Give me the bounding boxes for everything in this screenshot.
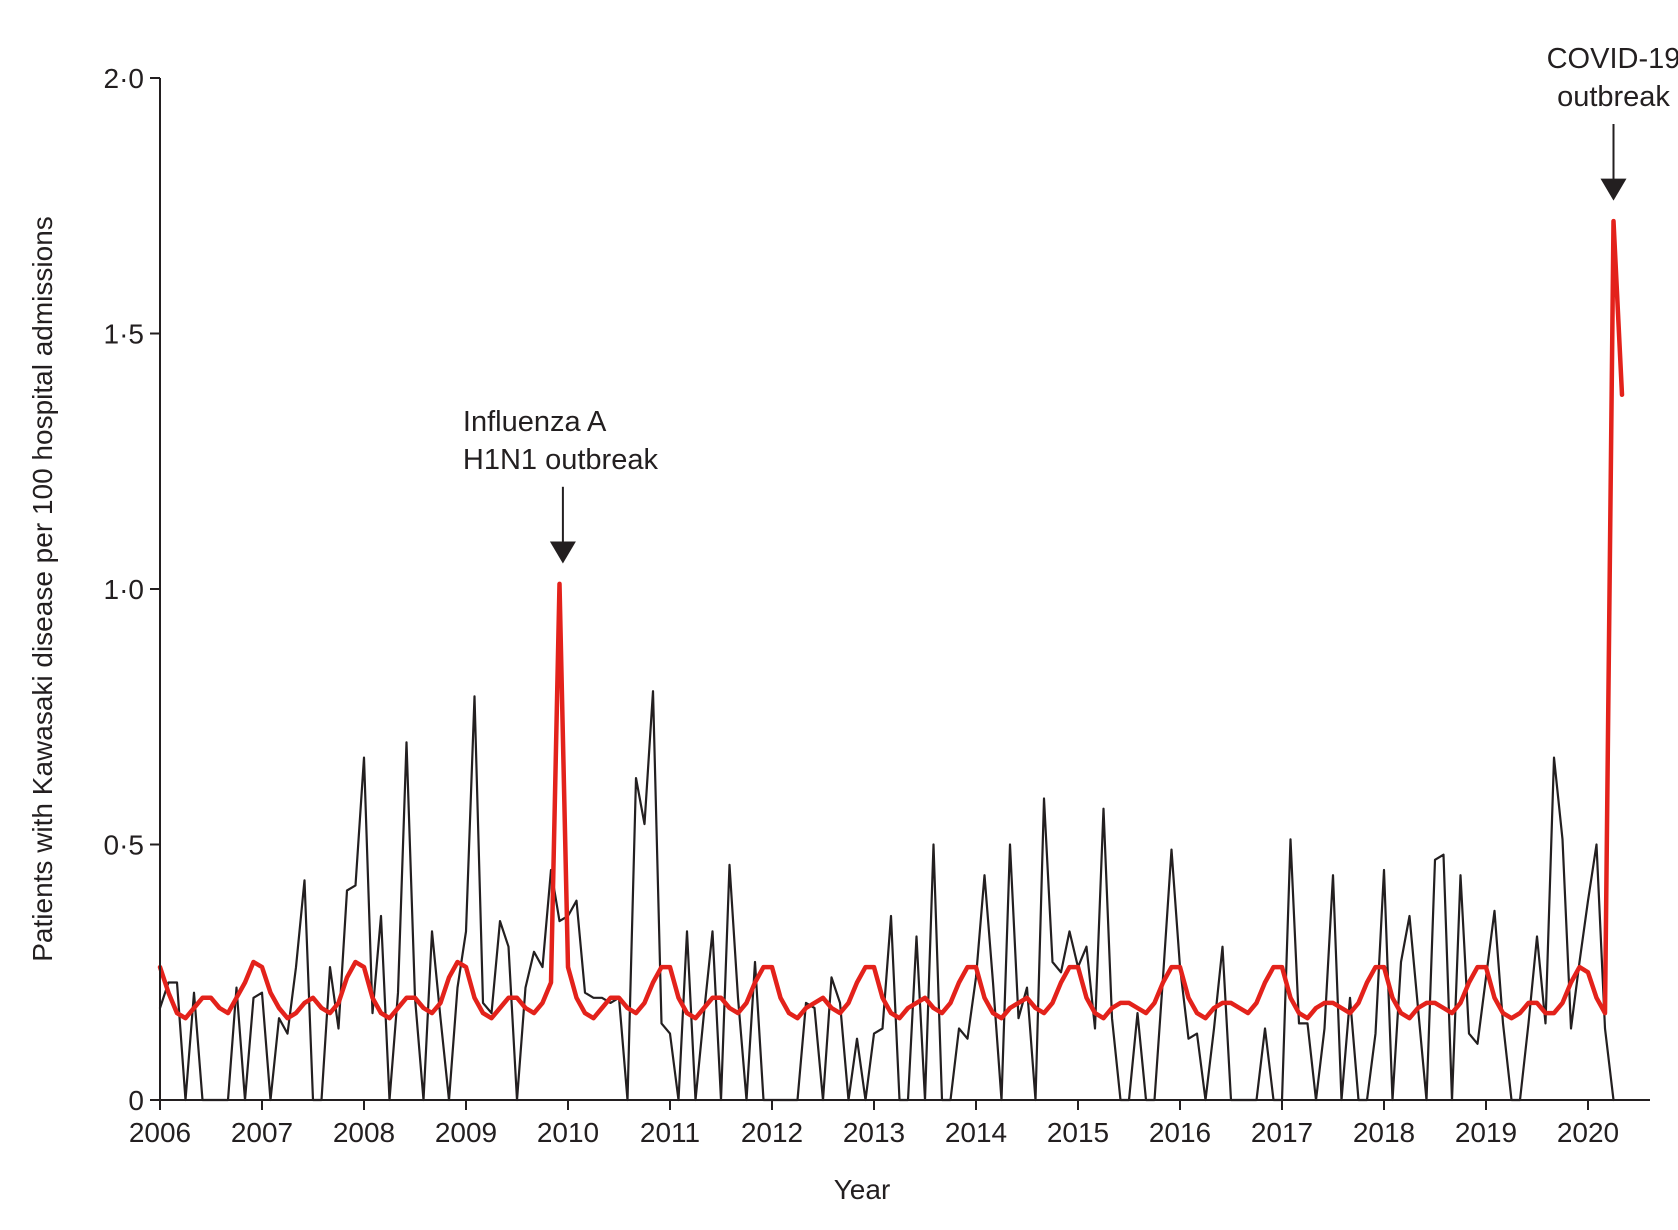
annotation-label: outbreak — [1557, 81, 1670, 113]
y-tick-label: 1·0 — [104, 574, 144, 605]
annotation-label: Influenza A — [463, 406, 607, 438]
x-tick-label: 2008 — [333, 1117, 395, 1148]
x-axis-ticks: 2006 2007 2008 2009 2010 2011 2012 2013 2014 2015… — [129, 1100, 1619, 1148]
y-tick-label: 1·5 — [104, 319, 144, 350]
x-tick-label: 2014 — [945, 1117, 1007, 1148]
y-tick-label: 2·0 — [104, 63, 144, 94]
y-axis-ticks: 0 0·5 1·0 1·5 2·0 — [104, 63, 160, 1116]
plot-marks — [157, 218, 1625, 1102]
x-tick-label: 2010 — [537, 1117, 599, 1148]
annotation-arrow-head — [1600, 178, 1627, 201]
x-tick-label: 2019 — [1455, 1117, 1517, 1148]
x-tick-label: 2013 — [843, 1117, 905, 1148]
x-tick-label: 2015 — [1047, 1117, 1109, 1148]
x-tick-label: 2020 — [1557, 1117, 1619, 1148]
x-tick-label: 2011 — [640, 1117, 700, 1148]
annotation-label: H1N1 outbreak — [463, 444, 659, 476]
x-tick-label: 2016 — [1149, 1117, 1211, 1148]
x-tick-label: 2017 — [1251, 1117, 1313, 1148]
series-line-fitted — [157, 218, 1625, 1021]
annotations: Influenza A H1N1 outbreak COVID-19 outbreak — [463, 43, 1678, 564]
x-tick-label: 2009 — [435, 1117, 497, 1148]
x-tick-label: 2018 — [1353, 1117, 1415, 1148]
x-tick-label: 2007 — [231, 1117, 293, 1148]
y-tick-label: 0·5 — [104, 830, 144, 861]
x-tick-label: 2006 — [129, 1117, 191, 1148]
series-line-observed — [158, 690, 1615, 1102]
x-tick-label: 2012 — [741, 1117, 803, 1148]
y-tick-label: 0 — [128, 1085, 144, 1116]
annotation-arrow-head — [549, 541, 576, 564]
x-axis-title: Year — [834, 1174, 891, 1205]
y-axis-title: Patients with Kawasaki disease per 100 h… — [27, 216, 58, 962]
annotation-label: COVID-19 — [1547, 43, 1678, 75]
